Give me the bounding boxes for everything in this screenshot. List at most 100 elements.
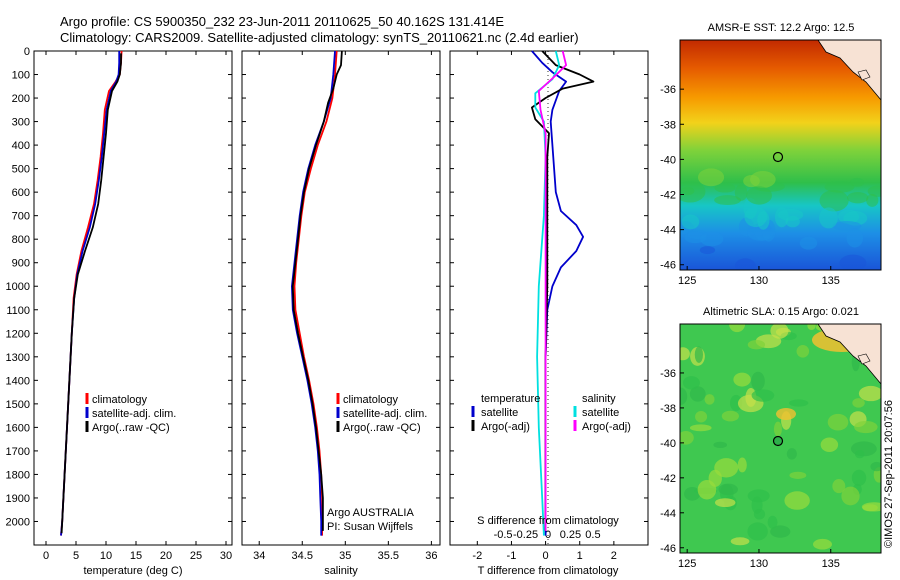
- sla-texture: [827, 413, 849, 431]
- x-tick-label: 5: [73, 550, 79, 562]
- figure-title-line2: Climatology: CARS2009. Satellite-adjuste…: [60, 30, 579, 45]
- sst-texture: [799, 236, 818, 250]
- s-tick-label: 0.5: [585, 529, 600, 541]
- salinity-difference-legend: salinity satellite Argo(-adj): [573, 393, 631, 433]
- temperature-x-label: temperature (deg C): [83, 565, 182, 577]
- depth-tick-label: 100: [12, 70, 30, 82]
- lat-tick-label: -36: [660, 368, 676, 380]
- sla-map-title: Altimetric SLA: 0.15 Argo: 0.021: [703, 306, 859, 318]
- x-tick-label: -2: [472, 550, 482, 562]
- sla-texture: [689, 386, 706, 402]
- depth-tick-label: 300: [12, 117, 30, 129]
- salinity-depth-ticks: [242, 50, 440, 522]
- sst-map-frame: [679, 39, 882, 271]
- sla-texture: [737, 457, 747, 473]
- sla-texture: [694, 346, 704, 363]
- sst-texture: [734, 258, 756, 270]
- sst-texture: [681, 214, 700, 230]
- sla-texture: [861, 502, 881, 512]
- x-tick-label: 30: [220, 550, 232, 562]
- sst-texture: [697, 168, 725, 187]
- depth-tick-label: 1600: [6, 422, 30, 434]
- legend-label-argo: Argo(..raw -QC): [92, 422, 170, 434]
- lon-tick-label: 130: [750, 275, 768, 287]
- lat-tick-label: -40: [660, 438, 676, 450]
- x-tick-label: 15: [130, 550, 142, 562]
- s-tick-label: -0.5: [494, 529, 513, 541]
- lon-tick-label: 135: [822, 275, 840, 287]
- sst-texture: [744, 206, 768, 228]
- sla-texture: [721, 410, 739, 422]
- sla-texture: [751, 389, 775, 402]
- lon-tick-label: 125: [678, 558, 696, 570]
- salinity-x-label: salinity: [324, 565, 358, 577]
- depth-tick-label: 1500: [6, 399, 30, 411]
- sst-texture: [714, 183, 736, 193]
- legend-label-t-satellite: satellite: [481, 407, 518, 419]
- sla-map: Altimetric SLA: 0.15 Argo: 0.021 125 130 1…: [660, 306, 882, 570]
- difference-x-axis: -2 -1 0 1 2: [472, 51, 617, 562]
- figure-title-line1: Argo profile: CS 5900350_232 23-Jun-2011…: [60, 14, 504, 29]
- sla-texture: [713, 441, 728, 448]
- sla-map-ticks: 125 130 135 -36 -38 -40 -42 -44 -46: [660, 368, 840, 570]
- sst-texture: [832, 221, 862, 232]
- temperature-axes-frame: [33, 50, 233, 546]
- sla-texture: [733, 372, 751, 387]
- sst-texture: [850, 177, 864, 187]
- sla-texture: [851, 469, 867, 487]
- sla-land-mass: [817, 324, 881, 385]
- legend-label-argo: Argo(..raw -QC): [343, 422, 421, 434]
- sla-texture: [704, 394, 715, 405]
- depth-tick-label: 1100: [6, 305, 30, 317]
- depth-tick-label: 700: [12, 211, 30, 223]
- salinity-series: [290, 50, 343, 536]
- sla-texture: [730, 537, 750, 546]
- lat-tick-label: -40: [660, 154, 676, 166]
- x-tick-label: 34.5: [292, 550, 313, 562]
- s-tick-label: -0.25: [513, 529, 538, 541]
- depth-tick-label: 1300: [6, 352, 30, 364]
- sla-texture: [788, 399, 809, 407]
- legend-label-climatology: climatology: [92, 394, 148, 406]
- sst-texture: [839, 254, 867, 270]
- depth-tick-label: 200: [12, 93, 30, 105]
- legend-label-t-argo: Argo(-adj): [481, 421, 530, 433]
- legend-label-s-argo: Argo(-adj): [582, 421, 631, 433]
- x-tick-label: 36: [425, 550, 437, 562]
- sst-texture: [866, 193, 879, 207]
- depth-tick-label: 500: [12, 164, 30, 176]
- sla-texture: [689, 424, 712, 432]
- sst-texture: [746, 186, 772, 205]
- sst-texture: [819, 189, 849, 212]
- depth-tick-label: 2000: [6, 516, 30, 528]
- sla-texture: [695, 410, 708, 423]
- depth-tick-label: 1800: [6, 469, 30, 481]
- sla-texture: [714, 498, 736, 508]
- argo-pi-note: PI: Susan Wijffels: [327, 521, 413, 533]
- sla-texture: [870, 461, 881, 472]
- lon-tick-label: 125: [678, 275, 696, 287]
- sla-texture: [718, 483, 738, 496]
- temperature-difference-legend: temperature satellite Argo(-adj): [471, 393, 540, 433]
- sst-texture: [819, 207, 838, 229]
- lon-tick-label: 135: [822, 558, 840, 570]
- sst-texture: [699, 246, 716, 255]
- x-tick-label: 0: [543, 550, 549, 562]
- depth-tick-label: 900: [12, 258, 30, 270]
- x-tick-label: -1: [507, 550, 517, 562]
- depth-axis: 0 100 200 300 400 500 600 700 800 900 1000 1100 1200…: [6, 46, 232, 528]
- legend-label-satellite: satellite-adj. clim.: [92, 408, 176, 420]
- depth-tick-label: 400: [12, 140, 30, 152]
- sst-texture: [824, 181, 855, 193]
- lat-tick-label: -42: [660, 190, 676, 202]
- sst-map-ticks: 125 130 135 -36 -38 -40 -42 -44 -46: [660, 84, 840, 287]
- sla-texture: [714, 458, 739, 478]
- sla-argo-marker: [772, 435, 784, 447]
- temperature-series: [60, 50, 123, 536]
- sla-texture: [832, 478, 846, 494]
- sst-texture: [847, 192, 869, 204]
- x-tick-label: 20: [160, 550, 172, 562]
- depth-tick-label: 1400: [6, 375, 30, 387]
- lat-tick-label: -46: [660, 543, 676, 555]
